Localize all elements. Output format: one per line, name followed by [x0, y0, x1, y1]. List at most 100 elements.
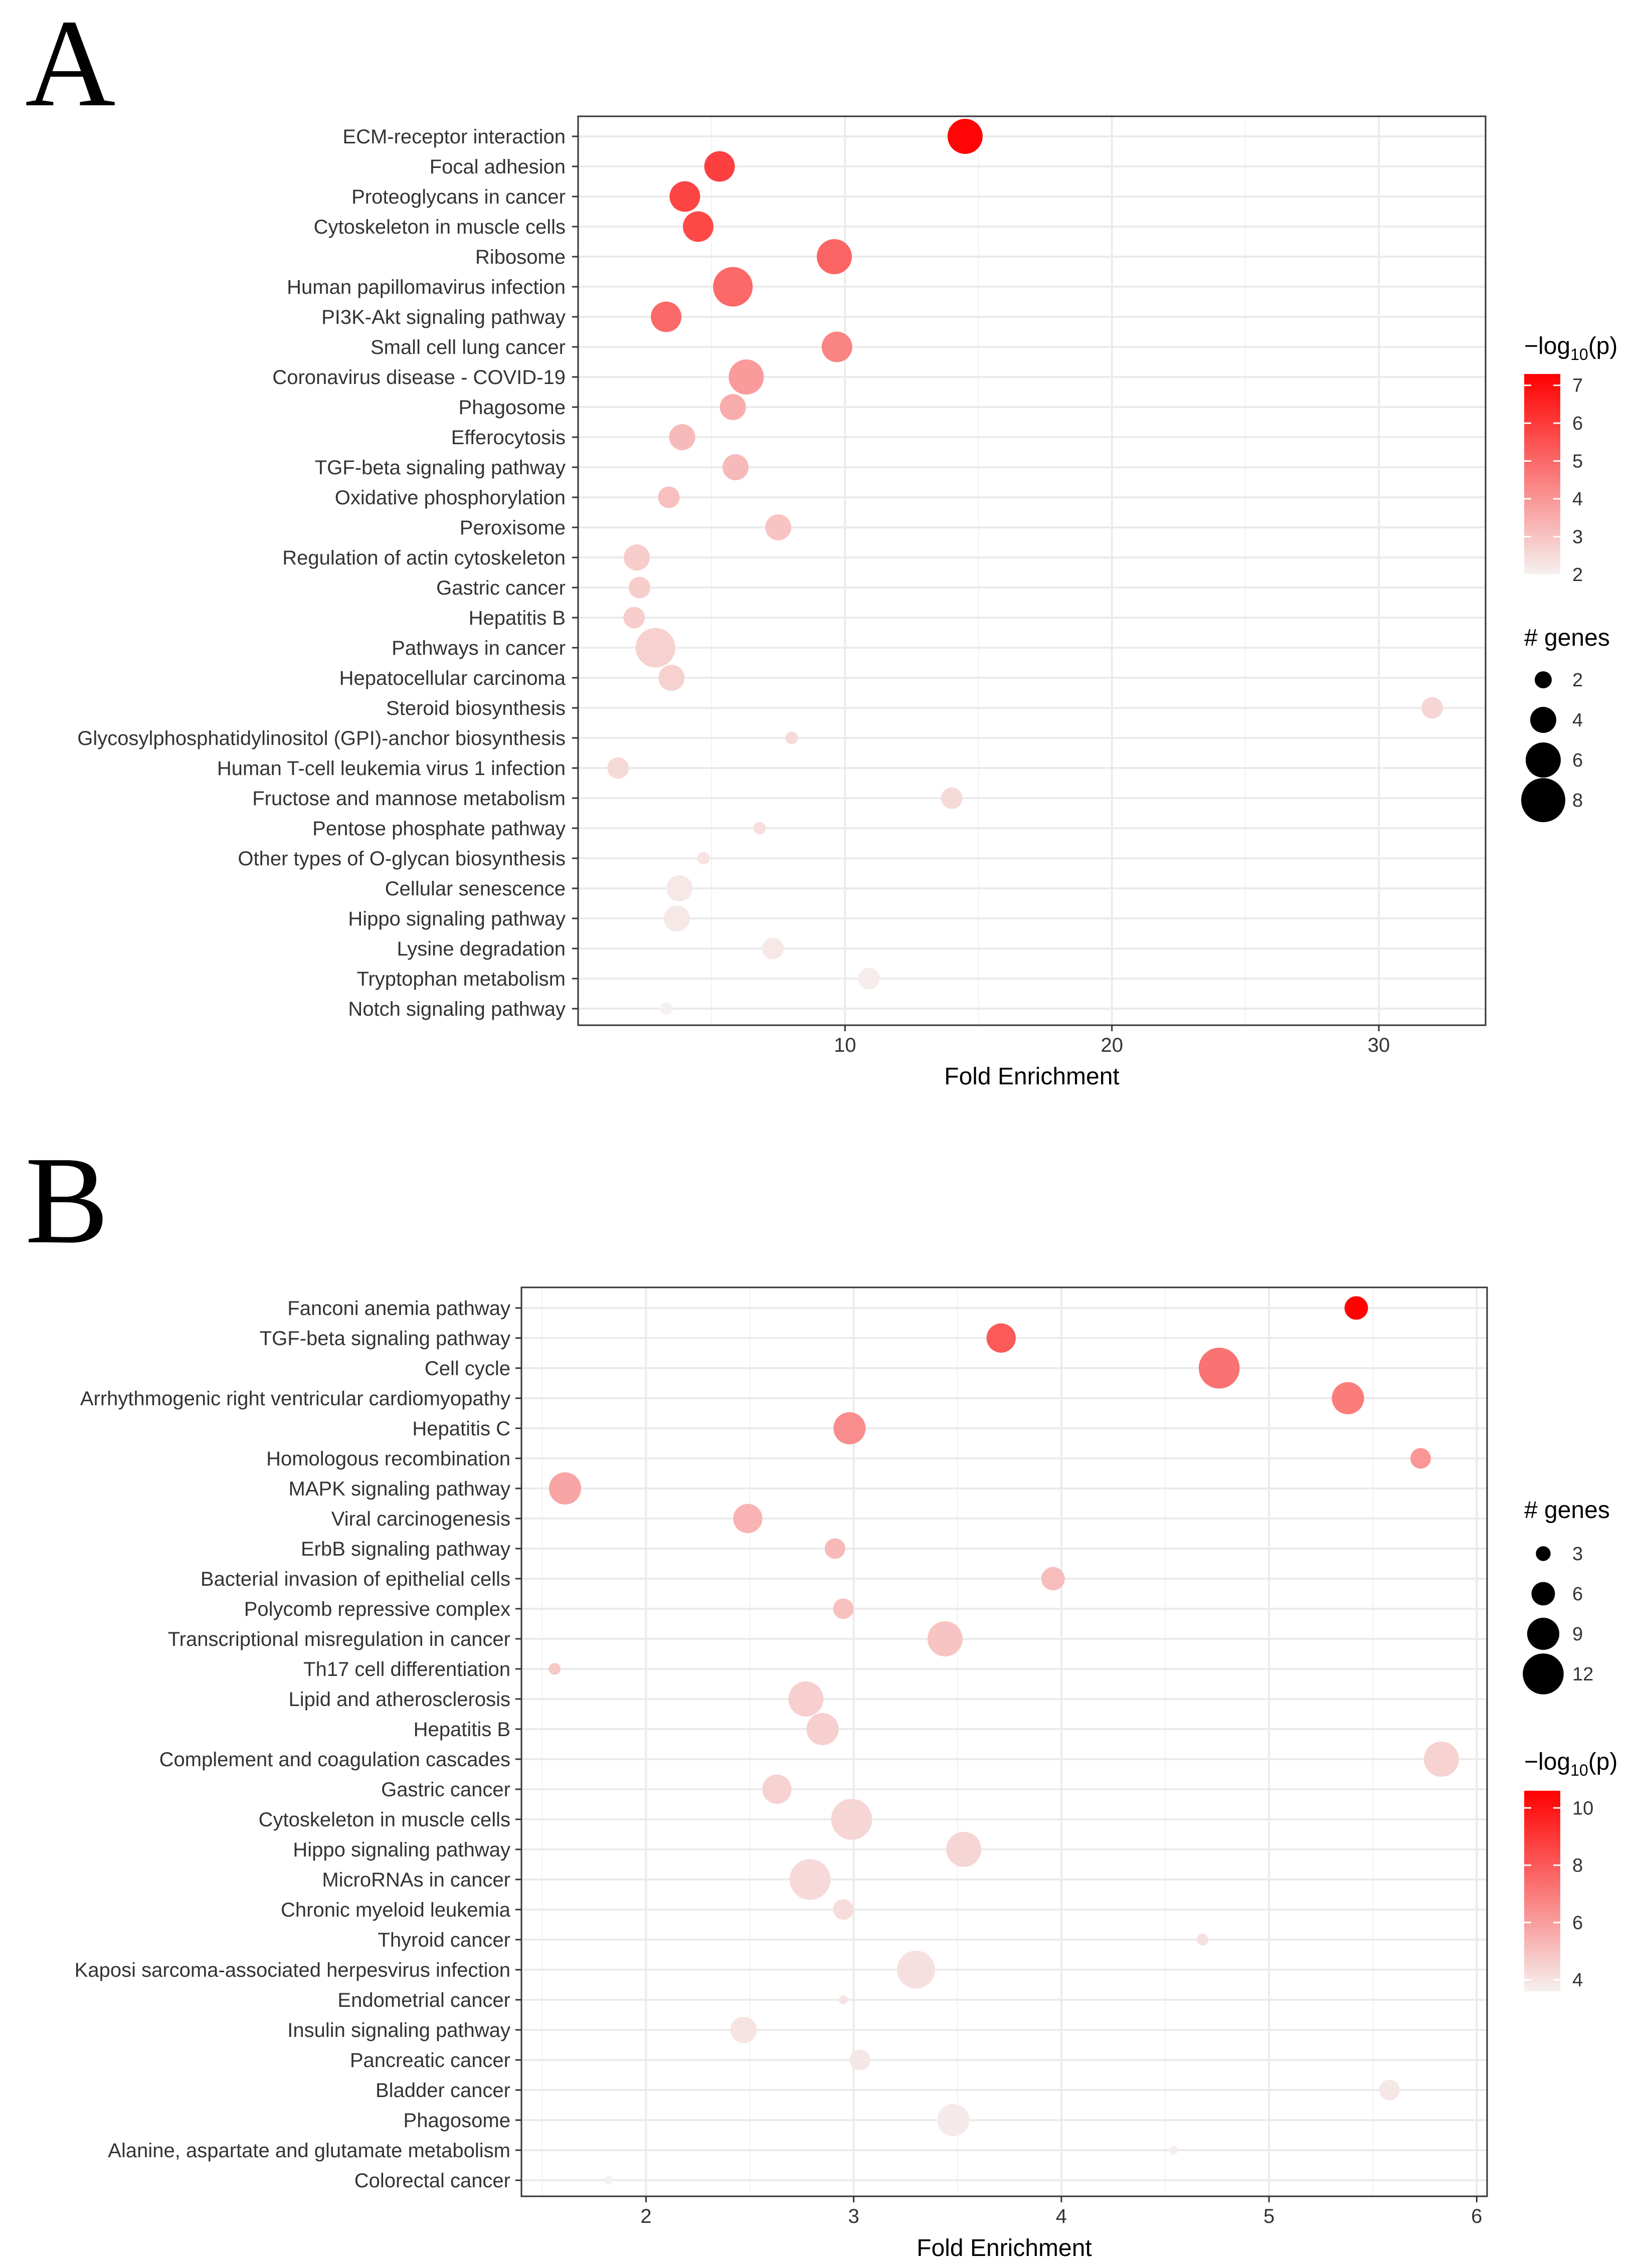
panel-b-gridlines — [521, 1287, 1487, 2196]
data-point — [785, 731, 798, 744]
category-label: Hippo signaling pathway — [293, 1839, 510, 1861]
data-point — [604, 2176, 613, 2185]
category-label: Cellular senescence — [385, 878, 566, 900]
category-label: Th17 cell differentiation — [303, 1658, 510, 1680]
data-point — [858, 968, 880, 990]
category-label: Insulin signaling pathway — [287, 2019, 510, 2041]
x-tick-label: 5 — [1263, 2205, 1274, 2227]
category-label: Arrhythmogenic right ventricular cardiom… — [80, 1388, 510, 1410]
panel-b-x-ticks: 2 3 4 5 6 — [640, 2196, 1482, 2227]
category-label: Oxidative phosphorylation — [335, 487, 566, 509]
x-tick-label: 20 — [1101, 1034, 1123, 1056]
category-label: Pentose phosphate pathway — [312, 818, 566, 840]
data-point — [683, 211, 714, 242]
category-label: Tryptophan metabolism — [357, 968, 566, 990]
data-point — [658, 486, 680, 508]
category-label: ErbB signaling pathway — [301, 1538, 510, 1560]
data-point — [628, 577, 650, 599]
size-legend-label: 2 — [1572, 670, 1583, 691]
data-point — [697, 852, 710, 865]
category-label: Ribosome — [475, 246, 566, 268]
x-tick-label: 30 — [1368, 1034, 1390, 1056]
category-label: Polycomb repressive complex — [244, 1598, 510, 1620]
category-label: Human papillomavirus infection — [287, 276, 566, 298]
category-label: Other types of O-glycan biosynthesis — [238, 848, 566, 870]
category-label: Human T-cell leukemia virus 1 infection — [217, 758, 566, 780]
category-label: Bladder cancer — [376, 2080, 510, 2102]
category-label: Viral carcinogenesis — [331, 1508, 510, 1530]
data-point — [704, 151, 735, 182]
data-point — [669, 424, 695, 450]
category-label: Hepatitis B — [469, 607, 566, 629]
plot-background — [521, 1287, 1487, 2196]
data-point — [824, 1538, 845, 1559]
panel-b-color-legend-title: −log10(p) — [1524, 1749, 1617, 1779]
size-legend-label: 9 — [1572, 1624, 1583, 1645]
category-label: Bacterial invasion of epithelial cells — [201, 1568, 510, 1590]
panel-a: A ECM-receptor interaction Focal adhesion… — [25, 0, 1617, 1090]
category-label: Lysine degradation — [397, 938, 566, 960]
panel-a-size-legend-title: # genes — [1524, 625, 1610, 651]
data-point — [831, 1799, 872, 1840]
category-label: Coronavirus disease - COVID-19 — [272, 366, 566, 389]
data-point — [833, 1899, 854, 1920]
category-label: Efferocytosis — [451, 427, 566, 449]
data-point — [660, 1002, 673, 1015]
data-point — [1041, 1567, 1065, 1591]
category-label: PI3K-Akt signaling pathway — [321, 306, 566, 328]
panel-a-color-bar — [1524, 374, 1560, 575]
category-label: Phagosome — [459, 397, 566, 419]
category-label: Regulation of actin cytoskeleton — [282, 547, 566, 569]
category-label: MAPK signaling pathway — [289, 1478, 510, 1500]
panel-a-plot-border — [577, 115, 1487, 1026]
panel-b-size-legend-title: # genes — [1524, 1497, 1610, 1524]
data-point — [986, 1323, 1016, 1353]
data-point — [762, 1774, 792, 1804]
data-point — [1379, 2080, 1400, 2101]
size-legend-label: 3 — [1572, 1544, 1583, 1565]
category-label: Gastric cancer — [436, 577, 566, 599]
color-tick-label: 6 — [1572, 413, 1583, 434]
panel-b-category-labels: Fanconi anemia pathway TGF-beta signaling… — [75, 1297, 521, 2192]
size-legend-dot — [1523, 1653, 1564, 1694]
category-label: Hippo signaling pathway — [348, 908, 566, 930]
panel-a-color-legend-title: −log10(p) — [1524, 333, 1617, 363]
category-label: Pathways in cancer — [392, 637, 566, 659]
panel-a-points — [607, 119, 1443, 1015]
data-point — [719, 394, 746, 420]
data-point — [635, 628, 675, 668]
color-tick-label: 8 — [1572, 1855, 1583, 1876]
color-tick-label: 10 — [1572, 1798, 1593, 1819]
category-label: Cell cycle — [425, 1358, 510, 1380]
data-point — [730, 2016, 757, 2043]
data-point — [789, 1859, 831, 1900]
color-tick-label: 5 — [1572, 451, 1583, 472]
x-tick-label: 6 — [1471, 2205, 1482, 2227]
data-point — [666, 875, 693, 901]
data-point — [607, 757, 629, 779]
panel-a-x-axis-title: Fold Enrichment — [944, 1063, 1119, 1090]
data-point — [658, 665, 685, 691]
color-tick-label: 2 — [1572, 564, 1583, 586]
data-point — [937, 2104, 970, 2137]
size-legend-dot — [1527, 1617, 1560, 1650]
category-label: Phagosome — [404, 2110, 510, 2132]
data-point — [762, 937, 784, 960]
data-point — [728, 359, 764, 395]
category-label: Notch signaling pathway — [348, 998, 566, 1020]
data-point — [1332, 1382, 1364, 1415]
category-label: Steroid biosynthesis — [386, 697, 566, 719]
category-label: Endometrial cancer — [337, 1989, 510, 2011]
data-point — [833, 1412, 866, 1445]
category-label: Kaposi sarcoma-associated herpesvirus in… — [75, 1959, 510, 1981]
data-point — [549, 1472, 582, 1505]
data-point — [833, 1598, 854, 1619]
category-label: Transcriptional misregulation in cancer — [168, 1628, 510, 1650]
category-label: Proteoglycans in cancer — [351, 186, 566, 208]
category-label: Colorectal cancer — [354, 2170, 510, 2192]
data-point — [623, 607, 645, 629]
category-label: Hepatitis B — [414, 1719, 510, 1741]
data-point — [765, 514, 792, 540]
data-point — [722, 454, 749, 480]
panel-label-b: B — [25, 1131, 109, 1270]
